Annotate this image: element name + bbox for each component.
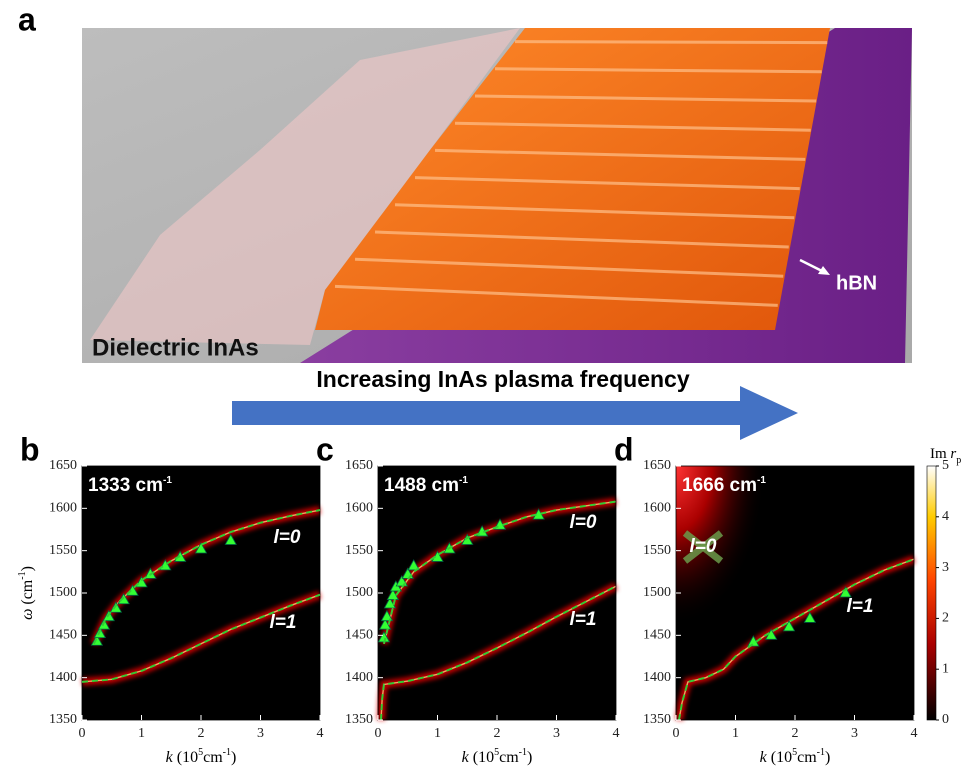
- text-part: cm: [203, 749, 223, 766]
- y-tick-label: 1500: [345, 585, 373, 600]
- x-tick-label: 3: [851, 726, 858, 741]
- x-axis-label: k (105cm-1): [462, 747, 533, 766]
- y-tick-label: 1600: [345, 501, 373, 516]
- y-tick-label: 1400: [345, 670, 373, 685]
- x-tick-label: 4: [613, 726, 620, 741]
- text-part: (10: [173, 749, 198, 766]
- x-tick-label: 3: [553, 726, 560, 741]
- colorbar-tick-label: 4: [942, 509, 949, 524]
- annotation: l=0: [274, 527, 301, 548]
- text-part: -1: [223, 747, 231, 758]
- x-axis-label: k (105cm-1): [166, 747, 237, 766]
- x-tick-label: 1: [138, 726, 145, 741]
- x-axis-label: k (105cm-1): [760, 747, 831, 766]
- text-part: cm: [499, 749, 519, 766]
- x-tick-label: 2: [792, 726, 799, 741]
- text-part: 1666 cm: [682, 475, 757, 496]
- y-tick-label: 1650: [643, 458, 671, 473]
- annotation: l=1: [270, 612, 297, 633]
- y-tick-label: 1450: [49, 628, 77, 643]
- text-part: ): [825, 749, 830, 766]
- panel-label: d: [614, 431, 634, 467]
- text-part: (cm: [19, 579, 36, 608]
- colorbar-tick-label: 1: [942, 661, 949, 676]
- panel-label: b: [20, 431, 40, 467]
- y-tick-label: 1650: [49, 458, 77, 473]
- annotation: l=0: [690, 536, 717, 557]
- colorbar: [927, 466, 936, 720]
- x-tick-label: 4: [911, 726, 918, 741]
- x-tick-label: 1: [732, 726, 739, 741]
- x-tick-label: 1: [434, 726, 441, 741]
- colorbar-tick-label: 3: [942, 560, 949, 575]
- plot-background: [82, 466, 320, 720]
- y-tick-label: 1350: [345, 712, 373, 727]
- text-part: -1: [817, 747, 825, 758]
- text-part: 1488 cm: [384, 475, 459, 496]
- y-tick-label: 1450: [345, 628, 373, 643]
- text-part: p: [956, 455, 961, 466]
- y-tick-label: 1400: [643, 670, 671, 685]
- colorbar-tick-label: 0: [942, 712, 949, 727]
- text-part: -1: [519, 747, 527, 758]
- mode-label: 1666 cm-1: [682, 475, 766, 496]
- y-axis-label: ω (cm-1): [17, 566, 36, 620]
- annotation: l=1: [570, 609, 597, 630]
- y-tick-label: 1350: [643, 712, 671, 727]
- panel-label: c: [316, 431, 334, 467]
- ridge: [515, 42, 827, 43]
- colorbar-tick-label: 2: [942, 611, 949, 626]
- arrow-text: Increasing InAs plasma frequency: [316, 366, 689, 392]
- y-tick-label: 1600: [643, 501, 671, 516]
- text-part: -1: [757, 475, 766, 486]
- figure: a Dielectric InAs hBN Increasing InAs pl…: [0, 0, 967, 771]
- x-tick-label: 0: [375, 726, 382, 741]
- dielectric-label: Dielectric InAs: [92, 334, 259, 361]
- illustration: [82, 28, 912, 363]
- y-tick-label: 1550: [345, 543, 373, 558]
- annotation: l=1: [847, 596, 874, 617]
- text-part: (10: [469, 749, 494, 766]
- text-part: -1: [17, 571, 28, 579]
- mode-label: 1333 cm-1: [88, 475, 172, 496]
- y-tick-label: 1500: [49, 585, 77, 600]
- y-tick-label: 1450: [643, 628, 671, 643]
- x-tick-label: 0: [79, 726, 86, 741]
- x-tick-label: 2: [494, 726, 501, 741]
- text-part: cm: [797, 749, 817, 766]
- text-part: -1: [163, 475, 172, 486]
- text-part: 1333 cm: [88, 475, 163, 496]
- text-part: ): [527, 749, 532, 766]
- text-part: (10: [767, 749, 792, 766]
- panel-label: a: [18, 1, 36, 37]
- y-tick-label: 1600: [49, 501, 77, 516]
- hbn-label: hBN: [836, 272, 877, 294]
- x-tick-label: 2: [198, 726, 205, 741]
- mode-label: 1488 cm-1: [384, 475, 468, 496]
- x-tick-label: 4: [317, 726, 324, 741]
- y-tick-label: 1350: [49, 712, 77, 727]
- y-tick-label: 1550: [643, 543, 671, 558]
- x-tick-label: 0: [673, 726, 680, 741]
- y-tick-label: 1500: [643, 585, 671, 600]
- text-part: ): [231, 749, 236, 766]
- y-tick-label: 1650: [345, 458, 373, 473]
- text-part: Im: [930, 446, 950, 462]
- text-part: -1: [459, 475, 468, 486]
- y-tick-label: 1550: [49, 543, 77, 558]
- y-tick-label: 1400: [49, 670, 77, 685]
- x-tick-label: 3: [257, 726, 264, 741]
- text-part: ): [19, 566, 36, 571]
- text-part: ω: [19, 609, 36, 620]
- annotation: l=0: [570, 512, 597, 533]
